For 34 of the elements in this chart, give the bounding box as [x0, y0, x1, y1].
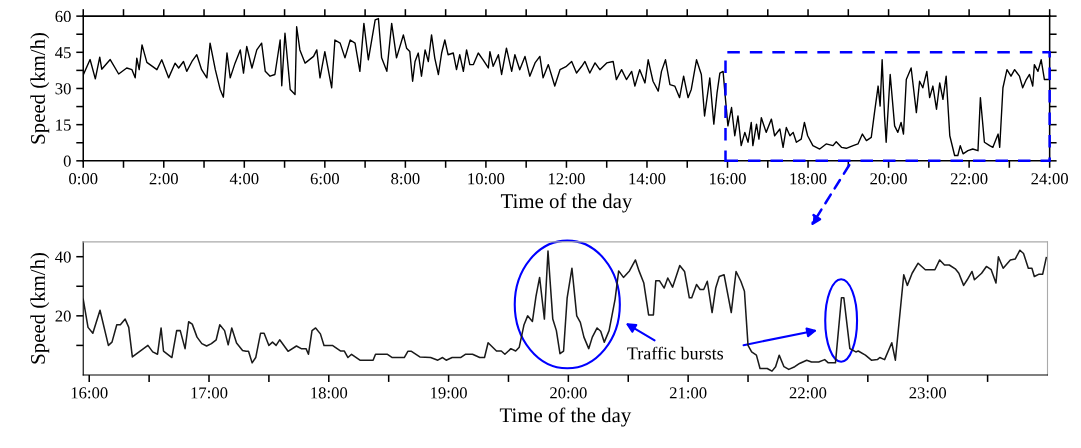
line-series: [83, 249, 1048, 372]
y-axis-title: Speed (km/h): [30, 32, 50, 144]
x-tick-label: 10:00: [468, 173, 505, 185]
y-tick-label: 20: [55, 310, 71, 322]
x-tick-label: 20:00: [550, 387, 587, 399]
x-tick-label: 6:00: [310, 173, 340, 185]
x-tick-label: 16:00: [71, 387, 108, 399]
x-tick-label: 14:00: [629, 173, 666, 185]
x-tick-label: 12:00: [548, 173, 585, 185]
y-tick-label: 60: [55, 10, 71, 23]
y-tick-label: 0: [63, 155, 71, 167]
x-tick-label: 0:00: [69, 173, 98, 185]
x-tick-label: 8:00: [391, 173, 420, 185]
x-axis-title: Time of the day: [499, 407, 632, 427]
x-axis-title: Time of the day: [500, 193, 633, 213]
x-tick-label: 18:00: [311, 387, 348, 399]
y-tick-label: 30: [55, 83, 71, 95]
x-tick-label: 2:00: [149, 173, 178, 185]
x-tick-label: 17:00: [191, 387, 228, 399]
x-tick-label: 19:00: [431, 387, 467, 399]
y-tick-label: 45: [55, 47, 71, 59]
x-tick-label: 20:00: [870, 173, 907, 185]
x-tick-label: 21:00: [669, 387, 707, 399]
annotation: Traffic bursts: [627, 346, 724, 360]
x-tick-label: 23:00: [909, 387, 947, 399]
y-tick-label: 15: [56, 119, 71, 131]
x-tick-label: 24:00: [1031, 173, 1068, 185]
x-tick-label: 18:00: [790, 173, 827, 185]
y-tick-label: 40: [55, 251, 71, 263]
x-tick-label: 4:00: [229, 173, 259, 185]
x-tick-label: 16:00: [710, 173, 746, 185]
x-tick-label: 22:00: [950, 173, 988, 185]
x-tick-label: 22:00: [789, 387, 827, 399]
y-axis-title: Speed (km/h): [30, 252, 50, 364]
